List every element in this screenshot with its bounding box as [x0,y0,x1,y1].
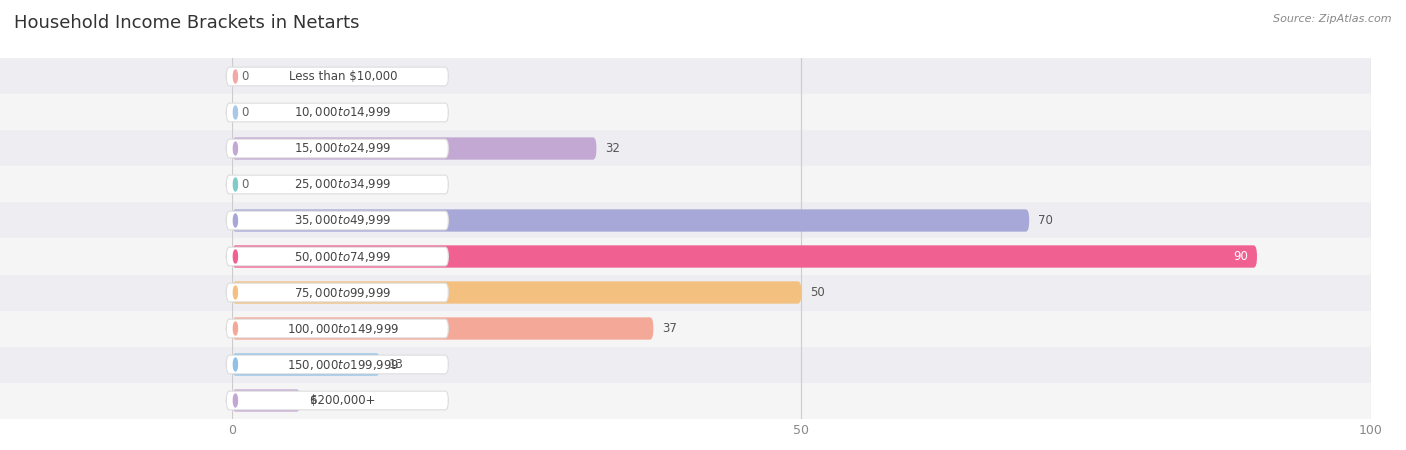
Text: $200,000+: $200,000+ [311,394,375,407]
FancyBboxPatch shape [232,281,801,304]
FancyBboxPatch shape [226,211,449,230]
FancyBboxPatch shape [226,67,449,86]
Text: $75,000 to $99,999: $75,000 to $99,999 [294,285,392,300]
Circle shape [233,250,238,263]
FancyBboxPatch shape [226,103,449,122]
FancyBboxPatch shape [0,94,1371,130]
FancyBboxPatch shape [0,130,1371,166]
Text: 0: 0 [240,106,249,119]
Text: 50: 50 [810,286,825,299]
Circle shape [233,286,238,299]
Circle shape [233,214,238,227]
FancyBboxPatch shape [226,283,449,302]
FancyBboxPatch shape [226,247,449,266]
Circle shape [233,106,238,119]
FancyBboxPatch shape [226,139,449,158]
Text: Household Income Brackets in Netarts: Household Income Brackets in Netarts [14,14,360,32]
FancyBboxPatch shape [226,355,449,374]
Text: $25,000 to $34,999: $25,000 to $34,999 [294,177,392,192]
Text: 32: 32 [606,142,620,155]
FancyBboxPatch shape [0,274,1371,310]
Text: 90: 90 [1233,250,1249,263]
FancyBboxPatch shape [0,310,1371,346]
FancyBboxPatch shape [0,166,1371,202]
Text: 0: 0 [240,178,249,191]
Circle shape [233,178,238,191]
Text: $15,000 to $24,999: $15,000 to $24,999 [294,141,392,156]
Text: $150,000 to $199,999: $150,000 to $199,999 [287,357,399,372]
FancyBboxPatch shape [0,238,1371,274]
FancyBboxPatch shape [0,58,1371,94]
Text: 37: 37 [662,322,678,335]
Text: $50,000 to $74,999: $50,000 to $74,999 [294,249,392,264]
Circle shape [233,358,238,371]
FancyBboxPatch shape [226,319,449,338]
Text: Less than $10,000: Less than $10,000 [288,70,398,83]
Text: $35,000 to $49,999: $35,000 to $49,999 [294,213,392,228]
Text: $10,000 to $14,999: $10,000 to $14,999 [294,105,392,120]
FancyBboxPatch shape [232,389,301,412]
Circle shape [233,70,238,83]
Text: Source: ZipAtlas.com: Source: ZipAtlas.com [1274,14,1392,23]
Text: 70: 70 [1038,214,1053,227]
FancyBboxPatch shape [232,317,654,340]
FancyBboxPatch shape [232,137,596,160]
Circle shape [233,322,238,335]
Text: 0: 0 [240,70,249,83]
Text: 13: 13 [389,358,404,371]
FancyBboxPatch shape [232,353,380,376]
FancyBboxPatch shape [226,391,449,410]
Text: $100,000 to $149,999: $100,000 to $149,999 [287,321,399,336]
FancyBboxPatch shape [0,346,1371,382]
FancyBboxPatch shape [232,209,1029,232]
Circle shape [233,394,238,407]
FancyBboxPatch shape [0,202,1371,238]
Circle shape [233,142,238,155]
Text: 6: 6 [309,394,316,407]
FancyBboxPatch shape [232,245,1257,268]
FancyBboxPatch shape [0,382,1371,418]
FancyBboxPatch shape [226,175,449,194]
